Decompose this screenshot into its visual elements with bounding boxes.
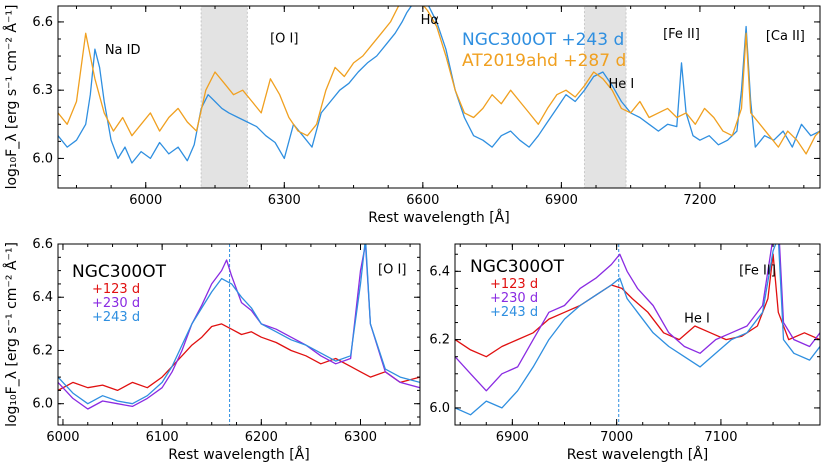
- axes-frame: [57, 5, 821, 189]
- y-axis-label: log₁₀F_λ [erg s⁻¹ cm⁻² Å⁻¹]: [3, 5, 20, 190]
- x-tick-label: 6900: [545, 193, 578, 208]
- y-tick-label: 6.4: [32, 290, 53, 305]
- panel-1-plot: 6000 6100 6200 6300 6.0 6.2 6.4 6.6 [O I]: [32, 237, 421, 445]
- x-tick-label: 7000: [600, 430, 633, 445]
- y-tick-label: 6.2: [429, 333, 450, 348]
- line-annotation: He I: [609, 77, 635, 92]
- bottom-left-legend-123d: +123 d: [92, 282, 140, 297]
- bottom-left-panel: NGC300OT +123 d +230 d +243 d: [72, 262, 167, 325]
- axes-frame: [454, 243, 821, 426]
- x-axis-label: Rest wavelength [Å]: [368, 209, 509, 226]
- line-annotation: Hα: [421, 13, 439, 28]
- x-tick-label: 6300: [344, 430, 377, 445]
- series-line-243-d: [455, 244, 820, 416]
- top-panel: NGC300OT +243 d AT2019ahd +287 d: [462, 30, 626, 71]
- x-axis-label: Rest wavelength [Å]: [168, 446, 309, 463]
- bottom-right-legend-230d: +230 d: [490, 291, 538, 306]
- x-tick-label: 6200: [245, 430, 278, 445]
- bottom-left-legend-243d: +243 d: [92, 310, 140, 325]
- series-line-123-d: [455, 253, 820, 358]
- y-tick-label: 6.2: [32, 343, 53, 358]
- axes-frame: [57, 243, 421, 426]
- top-legend-at2019ahd: AT2019ahd +287 d: [462, 51, 626, 71]
- top-legend-ngc300ot: NGC300OT +243 d: [462, 30, 624, 50]
- y-tick-label: 6.6: [32, 237, 53, 252]
- y-tick-label: 6.0: [32, 397, 53, 412]
- bottom-left-title: NGC300OT: [72, 262, 167, 282]
- x-tick-label: 7200: [683, 193, 716, 208]
- x-tick-label: 6000: [46, 430, 79, 445]
- bottom-right-legend-243d: +243 d: [490, 305, 538, 320]
- x-tick-label: 6300: [268, 193, 301, 208]
- line-annotation: [Ca II]: [766, 29, 805, 44]
- line-annotation: [O I]: [378, 262, 406, 277]
- line-annotation: [O I]: [270, 31, 298, 46]
- line-annotation: [Fe II]: [663, 27, 700, 42]
- x-tick-label: 6600: [406, 193, 439, 208]
- shaded-region-0: [200, 5, 248, 189]
- y-tick-label: 6.0: [429, 401, 450, 416]
- series-line-at2019ahd-287-d: [58, 6, 820, 155]
- x-tick-label: 7100: [704, 430, 737, 445]
- bottom-right-title: NGC300OT: [470, 257, 565, 277]
- line-annotation: Na ID: [105, 43, 141, 58]
- series-line-230-d: [455, 244, 820, 392]
- bottom-left-legend-230d: +230 d: [92, 296, 140, 311]
- y-tick-label: 6.6: [32, 15, 53, 30]
- line-annotation: [Fe II]: [739, 264, 776, 279]
- panel-2-plot: 6900 7000 7100 6.0 6.2 6.4 [Fe II] He I: [429, 243, 821, 445]
- y-tick-label: 6.4: [429, 264, 450, 279]
- series-line-ngc300ot-243-d: [58, 6, 820, 164]
- y-tick-label: 6.3: [32, 83, 53, 98]
- series-line-123-d: [58, 323, 420, 392]
- bottom-right-panel: NGC300OT +123 d +230 d +243 d: [470, 257, 565, 320]
- panel-0-plot: 6000 6300 6600 6900 7200 6.0 6.3 6.6 Na ID [O I] H…: [32, 5, 821, 208]
- x-tick-label: 6000: [129, 193, 162, 208]
- y-axis-label: log₁₀F_λ [erg s⁻¹ cm⁻² Å⁻¹]: [3, 242, 20, 427]
- x-tick-label: 6100: [146, 430, 179, 445]
- series-line-230-d: [58, 244, 420, 410]
- x-tick-label: 6900: [496, 430, 529, 445]
- bottom-right-legend-123d: +123 d: [490, 277, 538, 292]
- y-tick-label: 6.0: [32, 151, 53, 166]
- line-annotation: He I: [684, 312, 710, 327]
- x-axis-label: Rest wavelength [Å]: [567, 446, 708, 463]
- series-line-243-d: [58, 244, 420, 405]
